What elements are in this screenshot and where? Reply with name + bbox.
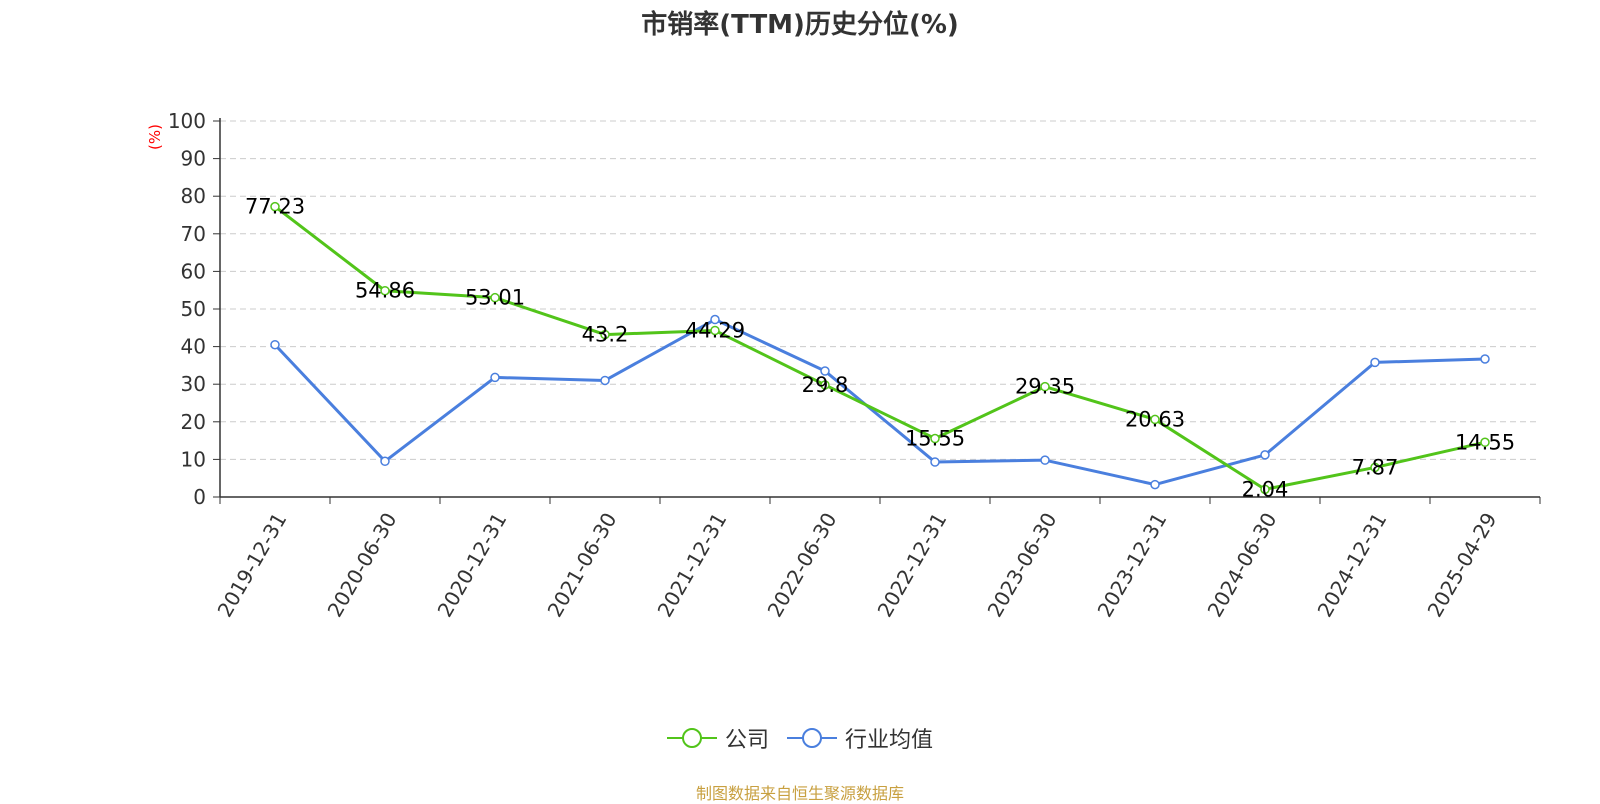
data-point	[600, 329, 610, 340]
data-point	[710, 325, 720, 336]
data-point	[710, 314, 720, 325]
y-tick-label: 40	[181, 335, 206, 359]
x-tick-label: 2025-04-29	[1423, 509, 1502, 622]
x-tick-label: 2021-06-30	[543, 509, 622, 622]
legend-item-company[interactable]: 公司	[666, 722, 769, 754]
data-source-note: 制图数据来自恒生聚源数据库	[695, 784, 904, 803]
data-point	[490, 292, 500, 303]
x-tick-label: 2023-06-30	[983, 509, 1062, 622]
data-label: 53.01	[465, 286, 525, 310]
data-label: 20.63	[1125, 407, 1185, 431]
y-tick-label: 20	[181, 410, 206, 434]
data-point	[930, 457, 940, 467]
data-point	[930, 433, 940, 444]
data-point	[270, 339, 280, 350]
data-label: 43.2	[582, 323, 629, 347]
data-point	[380, 285, 390, 296]
x-tick-label: 2022-12-31	[873, 509, 952, 622]
data-point	[1370, 357, 1380, 368]
legend-label-company: 公司	[724, 728, 769, 753]
y-tick-label: 0	[193, 485, 206, 509]
legend-label-industry: 行业均值	[845, 728, 934, 753]
data-point	[1150, 414, 1160, 425]
data-label: 2.04	[1242, 477, 1289, 501]
series-line-1	[273, 318, 1486, 487]
x-tick-label: 2020-06-30	[323, 509, 402, 622]
data-point	[490, 372, 500, 383]
data-point	[1370, 462, 1380, 473]
data-point	[380, 456, 390, 467]
data-label: 44.29	[685, 318, 745, 342]
data-label: 15.55	[905, 427, 965, 451]
data-point	[1040, 455, 1050, 465]
data-point	[1040, 381, 1050, 392]
y-tick-label: 50	[181, 297, 206, 321]
legend-item-industry[interactable]: 行业均值	[787, 722, 933, 754]
data-label: 54.86	[355, 279, 415, 303]
x-tick-label: 2023-12-31	[1093, 509, 1172, 622]
y-tick-label: 10	[181, 447, 206, 471]
y-tick-label: 80	[181, 184, 206, 208]
data-point	[270, 201, 280, 212]
x-tick-label: 2019-12-31	[213, 509, 292, 622]
y-tick-label: 60	[181, 259, 206, 283]
data-label: 7.87	[1352, 455, 1399, 479]
data-label: 14.55	[1455, 430, 1515, 454]
legend-line-circle-icon	[666, 728, 717, 748]
x-tick-label: 2024-06-30	[1203, 509, 1282, 622]
y-tick-label: 100	[168, 109, 206, 133]
series-line-0	[274, 205, 1486, 491]
legend: 公司 行业均值	[0, 722, 1600, 754]
data-point	[600, 375, 610, 386]
data-point	[1480, 354, 1490, 364]
x-tick-label: 2021-12-31	[653, 509, 732, 622]
data-point	[820, 380, 830, 390]
data-label: 77.23	[245, 195, 305, 219]
data-point	[1480, 437, 1490, 448]
y-tick-label: 30	[181, 372, 206, 396]
data-label: 29.8	[802, 373, 849, 397]
data-point	[1260, 484, 1270, 495]
data-point	[1150, 479, 1160, 490]
chart-title: 市销率(TTM)历史分位(%)	[641, 10, 959, 40]
x-tick-label: 2022-06-30	[763, 509, 842, 622]
x-tick-label: 2020-12-31	[433, 509, 512, 622]
legend-line-circle-icon	[787, 728, 837, 748]
data-label: 29.35	[1015, 375, 1075, 399]
x-tick-label: 2024-12-31	[1313, 509, 1392, 622]
y-tick-label: 70	[181, 222, 206, 246]
y-tick-label: 90	[181, 147, 206, 171]
data-point	[1260, 450, 1270, 460]
data-point	[820, 366, 830, 376]
